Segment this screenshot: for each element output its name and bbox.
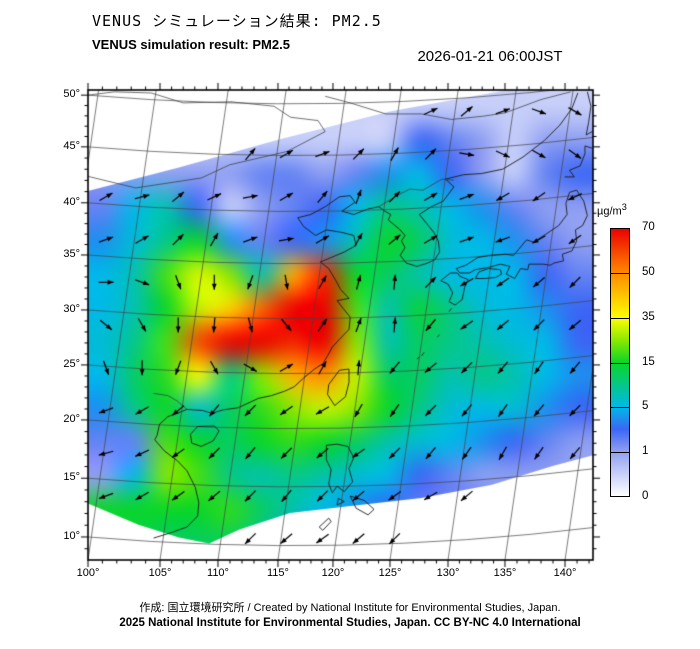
y-axis-tick-label: 35° [63, 247, 80, 260]
x-axis-tick-label: 110° [207, 567, 229, 579]
footer-license: 2025 National Institute for Environmenta… [119, 617, 581, 629]
x-axis-tick-label: 120° [321, 567, 345, 579]
page-title-english: VENUS simulation result: PM2.5 [92, 37, 290, 52]
x-axis-tick-label: 140° [553, 567, 577, 579]
y-axis-tick-label: 50° [63, 88, 80, 101]
colorbar-tick-label: 15 [642, 355, 655, 368]
colorbar-tick-label: 70 [642, 221, 655, 233]
x-axis-tick-label: 105° [148, 567, 172, 579]
colorbar-tick [610, 407, 630, 409]
y-axis-tick-label: 40° [63, 195, 80, 208]
colorbar-tick-label: 5 [642, 400, 649, 413]
x-axis-tick-label: 115° [267, 567, 289, 579]
pm25-concentration-map [70, 82, 615, 587]
colorbar-tick-label: 50 [642, 265, 655, 278]
footer-credit: 作成: 国立環境研究所 / Created by National Instit… [139, 602, 561, 614]
x-axis-tick-label: 100° [76, 567, 100, 579]
y-axis-tick-label: 10° [63, 529, 80, 542]
x-axis-tick-label: 125° [378, 567, 402, 579]
x-axis-tick-label: 135° [493, 567, 517, 579]
colorbar-unit-label: µg/m3 [597, 202, 627, 218]
y-axis-tick-label: 30° [63, 302, 80, 315]
colorbar-tick [610, 452, 630, 454]
colorbar-tick [610, 362, 630, 364]
simulation-datetime: 2026-01-21 06:00JST [417, 48, 563, 65]
colorbar-tick [610, 317, 630, 319]
y-axis-tick-label: 20° [63, 412, 80, 425]
colorbar-tick-label: 35 [642, 310, 655, 323]
page-title-japanese: VENUS シミュレーション結果: PM2.5 [92, 12, 382, 30]
colorbar-tick [610, 272, 630, 274]
colorbar-tick-label: 1 [642, 445, 649, 458]
y-axis-tick-label: 25° [63, 357, 80, 370]
y-axis-tick-label: 15° [63, 471, 80, 484]
x-axis-tick-label: 130° [436, 567, 460, 579]
y-axis-tick-label: 45° [63, 139, 80, 152]
colorbar-tick-label: 0 [642, 490, 649, 502]
